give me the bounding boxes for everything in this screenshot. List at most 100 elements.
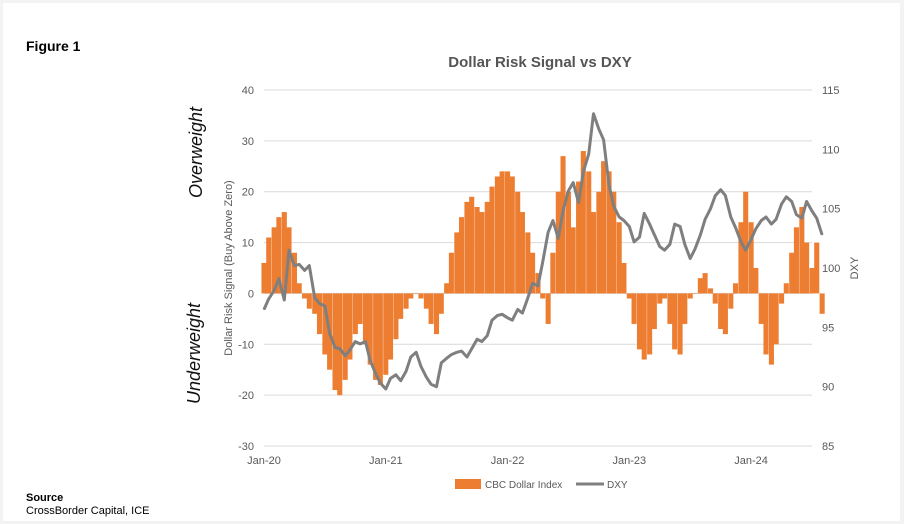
y-left-tick-label: -10 <box>238 339 254 351</box>
line-series <box>262 112 824 391</box>
bar <box>469 196 475 294</box>
dxy-point <box>577 202 580 204</box>
dxy-point <box>375 373 377 375</box>
dxy-point <box>506 317 509 319</box>
bar <box>586 171 592 294</box>
dxy-point <box>521 312 524 314</box>
dxy-point <box>273 289 275 292</box>
bar <box>763 293 769 355</box>
dxy-point <box>430 383 432 385</box>
dxy-point <box>785 196 787 198</box>
dxy-point <box>805 200 808 203</box>
dxy-point <box>410 356 412 358</box>
bar <box>641 293 647 360</box>
dxy-point <box>588 153 590 155</box>
bar <box>464 201 470 294</box>
dxy-point <box>659 246 661 248</box>
source-text: CrossBorder Capital, ICE <box>26 505 150 517</box>
dxy-point <box>476 338 478 340</box>
bar <box>631 293 637 324</box>
x-tick-label: Jan-21 <box>369 455 403 467</box>
dxy-point <box>491 319 493 321</box>
dxy-point <box>730 216 732 218</box>
bar <box>621 262 627 294</box>
dxy-point <box>339 348 341 350</box>
bar <box>505 171 511 294</box>
bar <box>565 191 571 294</box>
dxy-point <box>679 225 681 228</box>
dxy-point <box>369 359 371 362</box>
bar <box>728 293 734 309</box>
chart-title: Dollar Risk Signal vs DXY <box>448 54 632 71</box>
dxy-point <box>400 380 402 382</box>
y-right-tick-label: 95 <box>822 322 834 334</box>
bar <box>611 191 617 294</box>
dxy-point <box>780 203 783 205</box>
dxy-point <box>405 370 407 372</box>
bar <box>499 171 505 294</box>
dxy-point <box>466 356 468 358</box>
dxy-point <box>567 190 570 192</box>
dxy-point <box>724 195 727 197</box>
bar <box>266 237 272 294</box>
bar <box>799 206 805 294</box>
x-tick-label: Jan-20 <box>247 455 281 467</box>
bar <box>316 293 323 335</box>
bar <box>387 293 394 360</box>
bar <box>530 252 536 294</box>
bar <box>560 156 566 294</box>
y-left-tick-label: -20 <box>238 390 254 402</box>
bar <box>362 293 369 345</box>
bar-series <box>261 151 825 396</box>
bar <box>661 293 668 299</box>
bar <box>733 283 739 294</box>
dxy-point <box>314 297 316 299</box>
bar <box>712 293 718 304</box>
dxy-point <box>268 298 270 300</box>
dxy-point <box>531 282 534 285</box>
dxy-point <box>653 234 655 236</box>
bar <box>753 268 759 294</box>
x-tick-label: Jan-22 <box>491 455 525 467</box>
dxy-point <box>608 184 610 186</box>
dxy-point <box>349 349 351 351</box>
dxy-point <box>562 210 564 212</box>
bar <box>515 191 521 294</box>
bar <box>433 293 440 335</box>
dxy-point <box>440 362 442 364</box>
dxy-point <box>613 205 615 207</box>
bar <box>413 293 419 294</box>
dxy-point <box>547 231 549 233</box>
bar <box>657 293 663 304</box>
bar <box>682 293 688 324</box>
dxy-point <box>669 243 671 245</box>
bar <box>302 293 308 299</box>
dxy-point <box>364 340 367 343</box>
bar <box>626 293 632 299</box>
bar <box>403 293 409 309</box>
dxy-point <box>740 241 742 243</box>
dxy-point <box>308 265 310 267</box>
bar <box>576 181 582 294</box>
dxy-point <box>278 278 280 280</box>
dxy-point <box>446 357 448 359</box>
dxy-point <box>720 189 722 191</box>
bar <box>616 222 622 294</box>
y-right-tick-label: 85 <box>822 441 834 453</box>
bar <box>489 186 495 294</box>
dxy-point <box>379 382 381 384</box>
dxy-point <box>603 139 605 141</box>
dxy-point <box>537 285 539 287</box>
bar <box>276 217 282 294</box>
y-right-tick-label: 105 <box>822 204 840 216</box>
bar <box>418 293 424 299</box>
bar <box>474 206 480 294</box>
dxy-point <box>709 208 712 210</box>
dxy-point <box>643 212 645 215</box>
dxy-point <box>765 216 767 218</box>
bar <box>408 293 414 299</box>
dxy-point <box>420 365 422 368</box>
dxy-point <box>770 223 773 225</box>
dxy-point <box>354 340 356 343</box>
